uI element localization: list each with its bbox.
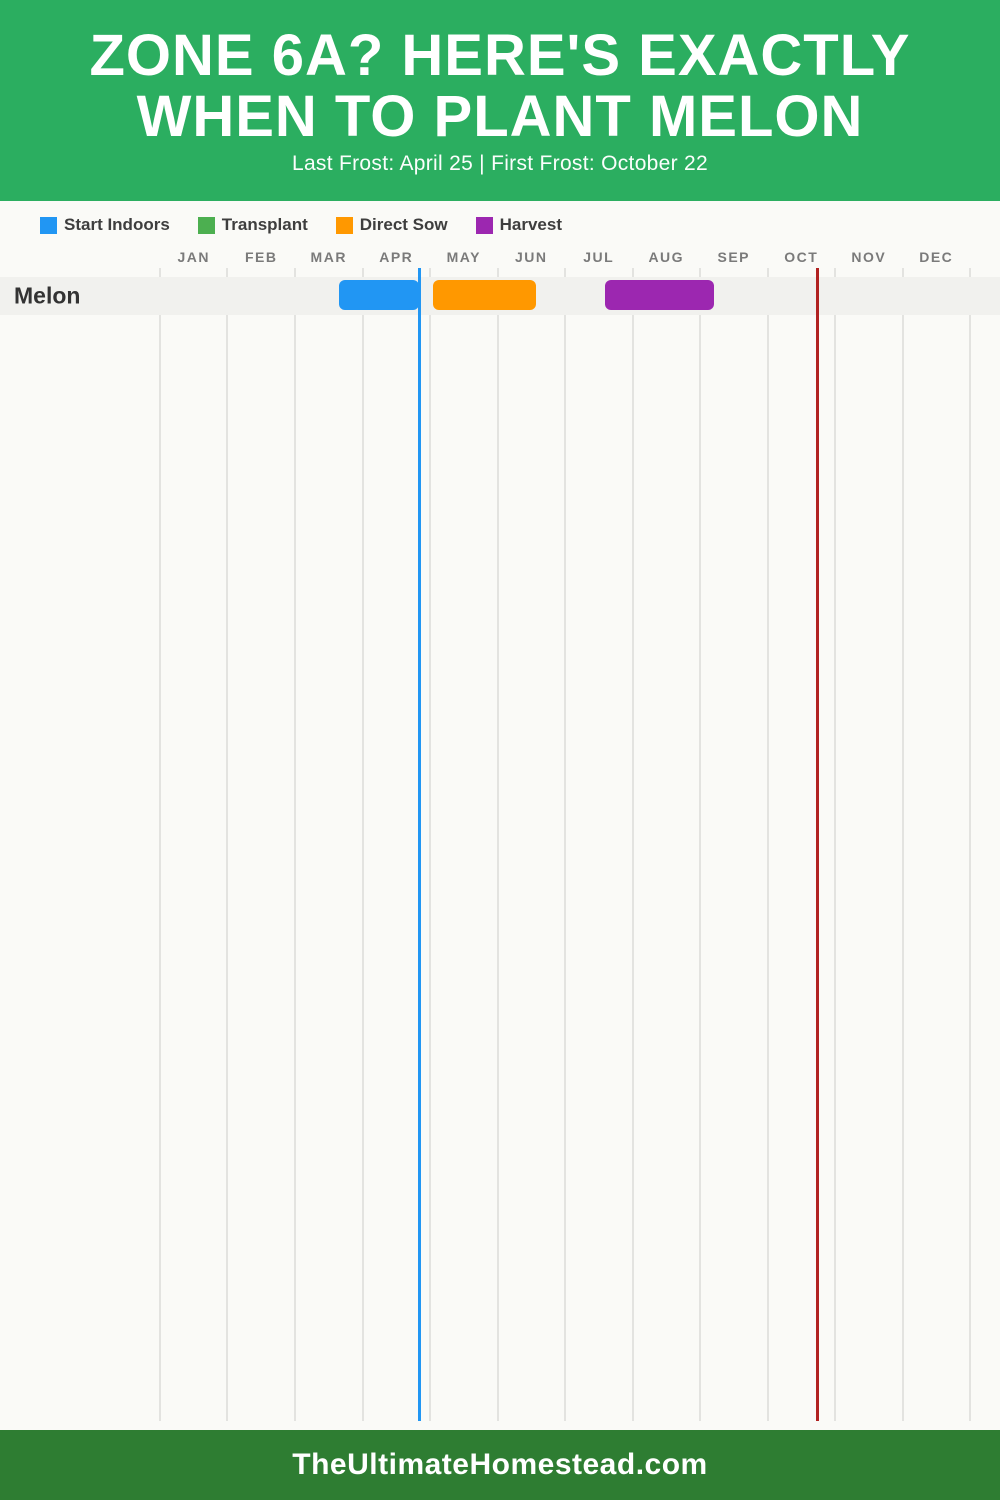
month-tick-1: [226, 268, 229, 277]
frost-dates-subtitle: Last Frost: April 25 | First Frost: Octo…: [291, 151, 709, 175]
month-label-feb: FEB: [245, 249, 278, 265]
month-label-dec: DEC: [919, 249, 954, 265]
gridline-8: [698, 315, 701, 1421]
month-label-sep: SEP: [717, 249, 750, 265]
legend-label-direct-sow: Direct Sow: [359, 215, 448, 234]
month-tick-4: [428, 268, 431, 277]
legend-item-harvest: Harvest: [475, 215, 562, 235]
legend-label-transplant: Transplant: [221, 215, 308, 234]
legend-label-start-indoors: Start Indoors: [64, 215, 170, 234]
gridline-4: [428, 315, 431, 1421]
page-title-line2: WHEN TO PLANT MELON: [136, 83, 864, 149]
legend-item-transplant: Transplant: [197, 215, 308, 235]
chart-gridlines: [159, 315, 971, 1421]
gridline-3: [361, 315, 364, 1421]
month-label-apr: APR: [379, 249, 414, 265]
gridline-9: [766, 315, 769, 1421]
legend-swatch-direct-sow: [335, 216, 353, 234]
month-label-mar: MAR: [310, 249, 347, 265]
frost-markers: [160, 268, 970, 1421]
month-tick-3: [361, 268, 364, 277]
legend-swatch-start-indoors: [40, 216, 57, 234]
legend-item-start-indoors: Start Indoors: [40, 215, 170, 235]
month-header-row: JAN FEB MAR APR MAY JUN JUL AUG SEP OCT NOV DEC: [160, 249, 970, 267]
month-tick-11: [901, 268, 904, 277]
gridline-0: [159, 315, 161, 1421]
month-tick-2: [293, 268, 296, 277]
legend: Start Indoors Transplant Direct Sow Harvest: [40, 215, 562, 235]
gridline-1: [226, 315, 229, 1421]
crop-name-label: Melon: [14, 282, 81, 309]
gridline-10: [834, 315, 836, 1421]
month-label-aug: AUG: [648, 249, 685, 265]
month-label-jan: JAN: [177, 249, 210, 265]
bar-harvest: [604, 280, 715, 310]
month-tick-9: [766, 268, 769, 277]
page-title-line1: ZONE 6A? HERE'S EXACTLY: [89, 23, 911, 88]
gridline-11: [901, 315, 904, 1421]
gridline-7: [631, 315, 634, 1421]
gridline-12: [969, 315, 971, 1421]
legend-swatch-harvest: [475, 216, 493, 234]
month-label-nov: NOV: [851, 249, 887, 265]
month-tick-7: [631, 268, 634, 277]
footer: TheUltimateHomestead.com: [0, 1430, 1000, 1500]
month-tick-5: [496, 268, 499, 277]
header: ZONE 6A? HERE'S EXACTLY WHEN TO PLANT ME…: [0, 0, 1000, 201]
month-label-may: MAY: [446, 249, 481, 265]
month-label-oct: OCT: [784, 249, 819, 265]
gridline-5: [496, 315, 499, 1421]
month-label-jun: JUN: [514, 249, 548, 265]
gridline-2: [293, 315, 296, 1421]
month-tick-0: [159, 268, 161, 277]
month-tick-6: [564, 268, 566, 277]
planting-bars: [160, 280, 970, 310]
page-title: ZONE 6A? HERE'S EXACTLY WHEN TO PLANT ME…: [0, 23, 1000, 149]
month-tick-12: [969, 268, 971, 277]
legend-swatch-transplant: [197, 216, 215, 234]
website-url: TheUltimateHomestead.com: [292, 1448, 708, 1481]
month-tick-8: [698, 268, 701, 277]
legend-item-direct-sow: Direct Sow: [335, 215, 448, 235]
legend-label-harvest: Harvest: [499, 215, 562, 234]
month-tick-row: [159, 268, 971, 277]
bar-direct-sow: [432, 280, 536, 310]
month-label-jul: JUL: [583, 249, 615, 265]
marker-first-frost: [816, 268, 820, 1421]
marker-last-frost: [417, 268, 421, 1421]
gridline-6: [564, 315, 566, 1421]
month-tick-10: [834, 268, 836, 277]
bar-start-indoors: [339, 280, 420, 310]
